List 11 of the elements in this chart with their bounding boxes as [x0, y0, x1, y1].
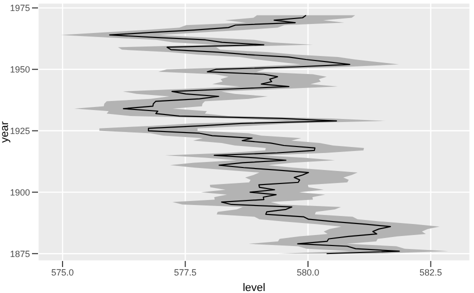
x-tick-label: 580.0	[296, 267, 320, 278]
x-axis-title: level	[242, 282, 266, 293]
y-tick-label: 1950	[10, 64, 30, 75]
y-tick-label: 1875	[10, 248, 30, 259]
y-tick-label: 1925	[10, 126, 30, 136]
y-tick-label: 1975	[10, 3, 30, 14]
x-tick-label: 575.0	[51, 267, 74, 278]
x-tick-label: 582.5	[419, 267, 442, 278]
y-tick-label: 1900	[10, 187, 30, 198]
y-axis-title: year	[0, 120, 11, 143]
x-tick-label: 577.5	[174, 267, 197, 278]
